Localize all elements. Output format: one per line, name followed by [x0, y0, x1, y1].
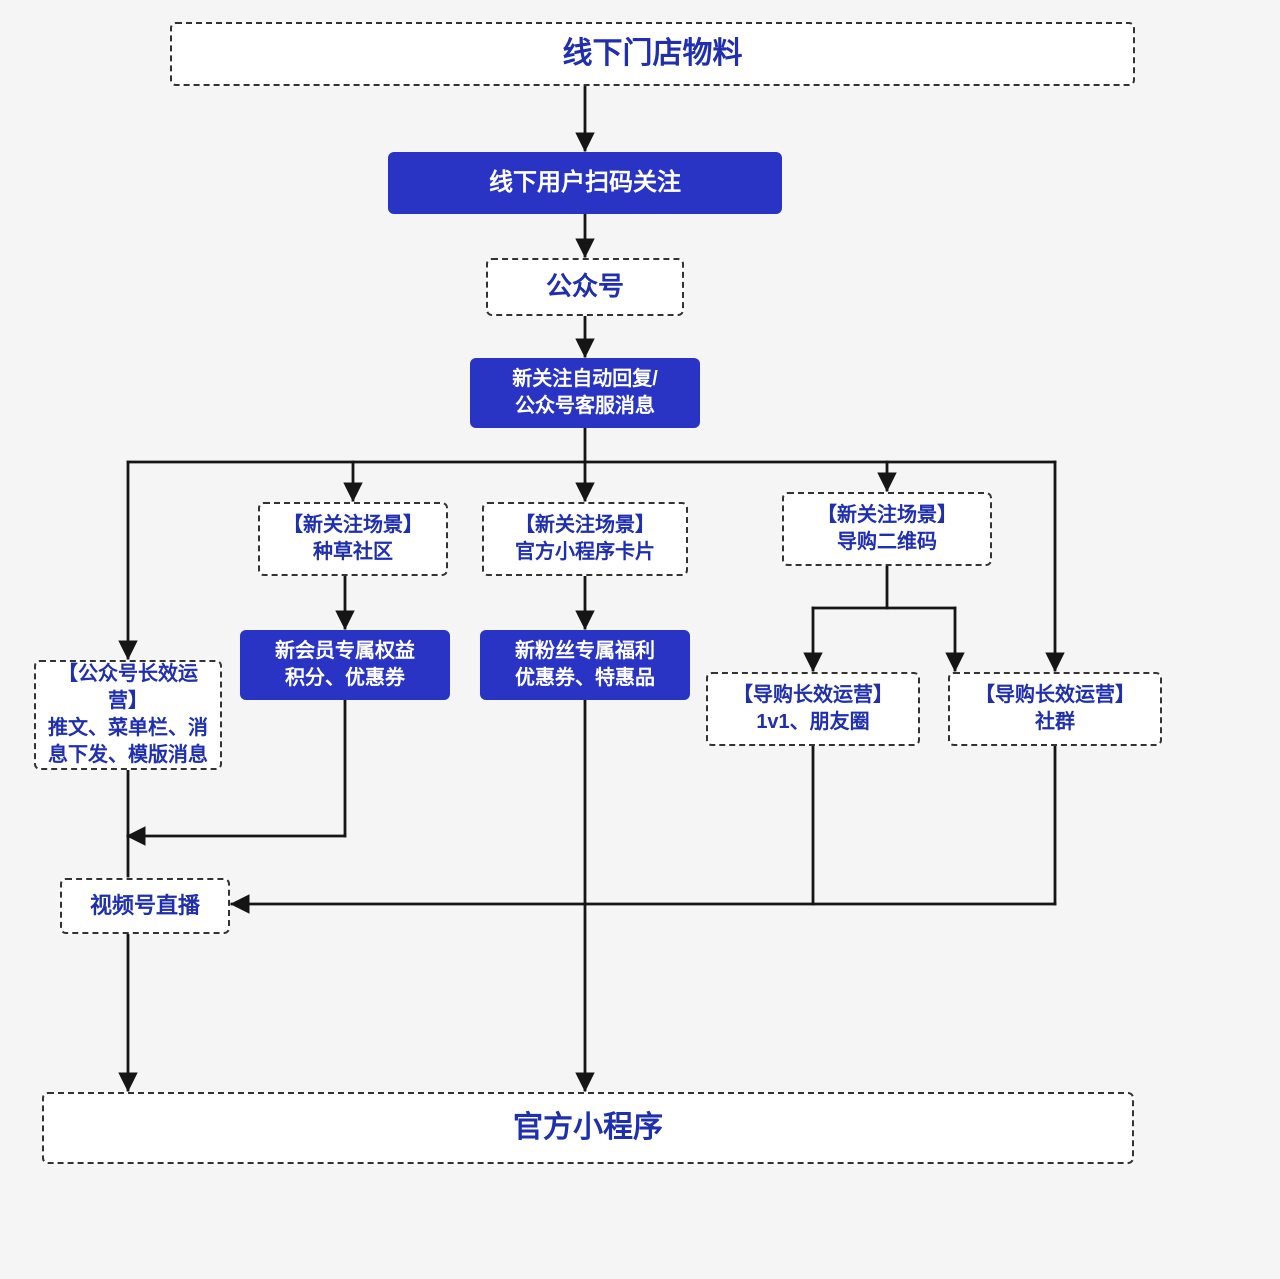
- node-n9: 新粉丝专属福利 优惠券、特惠品: [480, 630, 690, 700]
- node-n12: 【导购长效运营】 社群: [948, 672, 1162, 746]
- node-n11: 【导购长效运营】 1v1、朋友圈: [706, 672, 920, 746]
- node-n13: 视频号直播: [60, 878, 230, 934]
- node-n10: 【公众号长效运营】 推文、菜单栏、消 息下发、模版消息: [34, 660, 222, 770]
- node-n14: 官方小程序: [42, 1092, 1134, 1164]
- node-n7: 【新关注场景】 导购二维码: [782, 492, 992, 566]
- node-n6: 【新关注场景】 官方小程序卡片: [482, 502, 688, 576]
- node-n8: 新会员专属权益 积分、优惠券: [240, 630, 450, 700]
- node-n4: 新关注自动回复/ 公众号客服消息: [470, 358, 700, 428]
- node-n1: 线下门店物料: [170, 22, 1135, 86]
- node-n3: 公众号: [486, 258, 684, 316]
- flowchart-canvas: 线下门店物料线下用户扫码关注公众号新关注自动回复/ 公众号客服消息【新关注场景】…: [0, 0, 1280, 1279]
- node-n5: 【新关注场景】 种草社区: [258, 502, 448, 576]
- node-n2: 线下用户扫码关注: [388, 152, 782, 214]
